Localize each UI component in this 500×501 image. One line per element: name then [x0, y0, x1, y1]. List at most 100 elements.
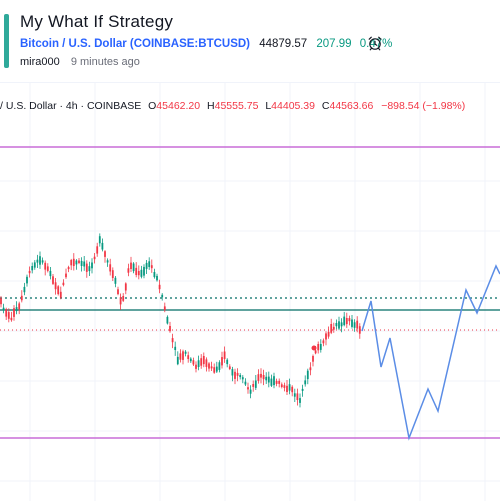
candle-body: [0, 298, 2, 305]
candle-body: [117, 289, 119, 295]
candle-body: [184, 351, 187, 354]
candle-body: [309, 367, 312, 371]
legend-symbol: / U.S. Dollar · 4h · COINBASE: [0, 100, 142, 112]
symbol-link[interactable]: Bitcoin / U.S. Dollar (COINBASE:BTCUSD): [20, 38, 251, 50]
candle-body: [148, 261, 151, 267]
candle-body: [265, 376, 268, 381]
candle-body: [189, 358, 192, 362]
alarm-clock-icon[interactable]: [367, 35, 383, 51]
chart-canvas[interactable]: [0, 83, 500, 501]
candle-body: [236, 372, 239, 376]
projection-path[interactable]: [361, 264, 500, 441]
candle-body: [96, 246, 99, 254]
price-chart[interactable]: [0, 82, 500, 501]
candle-body: [247, 387, 249, 390]
candle-body: [293, 393, 296, 397]
candle-body: [145, 262, 148, 269]
candle-body: [291, 386, 294, 393]
candle-body: [169, 326, 171, 332]
candle-body: [257, 374, 260, 381]
candle-body: [179, 353, 182, 360]
legend-close-label: C: [321, 100, 330, 112]
price-change: 207.99: [316, 38, 352, 50]
candle-body: [270, 378, 273, 386]
candle-body: [132, 263, 135, 272]
candle-body: [322, 340, 325, 344]
candle-body: [91, 262, 93, 269]
candle-body: [5, 309, 8, 317]
candle-body: [260, 373, 262, 378]
candle-body: [28, 270, 31, 274]
candle-body: [2, 307, 5, 311]
author-line: mira000 9 minutes ago: [20, 56, 140, 68]
candle-body: [23, 286, 26, 293]
candle-body: [239, 375, 242, 378]
candle-body: [150, 265, 153, 269]
candle-body: [343, 316, 346, 326]
candle-body: [213, 367, 216, 373]
candle-body: [13, 308, 15, 317]
candle-body: [52, 276, 54, 284]
candle-body: [192, 360, 195, 365]
legend-delta: −898.54 (−1.98%): [381, 100, 466, 112]
symbol-line: Bitcoin / U.S. Dollar (COINBASE:BTCUSD) …: [20, 38, 392, 50]
candle-body: [304, 380, 307, 385]
candle-body: [332, 326, 335, 330]
signal-marker: [311, 345, 317, 351]
candle-body: [15, 307, 18, 312]
candle-body: [231, 369, 234, 376]
candle-body: [46, 266, 49, 271]
ohlc-legend: / U.S. Dollar · 4h · COINBASE O45462.20 …: [0, 100, 465, 112]
price-change-percent: 0.47%: [359, 38, 393, 50]
candle-body: [356, 320, 359, 329]
candle-body: [335, 323, 338, 327]
candle-body: [254, 380, 257, 388]
candle-body: [26, 276, 28, 284]
legend-open-label: O: [148, 100, 157, 112]
candle-body: [171, 338, 174, 343]
candle-body: [156, 275, 158, 281]
candle-body: [33, 262, 36, 268]
candle-body: [127, 268, 130, 273]
candle-body: [182, 351, 184, 360]
candle-body: [49, 270, 52, 277]
candle-body: [202, 356, 205, 365]
candle-body: [286, 385, 288, 392]
candle-body: [101, 242, 104, 250]
candle-body: [140, 269, 143, 277]
candle-body: [234, 371, 236, 379]
last-price: 44879.57: [259, 38, 308, 50]
candle-body: [62, 282, 65, 286]
legend-open-value: 45462.20: [156, 100, 201, 112]
candle-body: [124, 283, 127, 291]
candle-body: [174, 346, 177, 350]
candle-body: [340, 322, 343, 327]
candle-body: [345, 318, 348, 325]
candle-body: [135, 267, 138, 275]
candle-body: [44, 262, 47, 270]
candle-body: [288, 384, 291, 391]
candle-body: [215, 366, 218, 372]
candle-body: [351, 319, 353, 327]
legend-low-value: 44405.39: [271, 100, 315, 112]
candle-body: [137, 271, 140, 276]
candle-body: [93, 256, 96, 260]
publish-time: 9 minutes ago: [70, 56, 140, 68]
candle-body: [299, 398, 301, 403]
candle-body: [104, 251, 106, 257]
candle-body: [252, 384, 255, 387]
candle-body: [70, 260, 73, 266]
candle-body: [83, 261, 86, 267]
candle-body: [41, 260, 44, 263]
candle-body: [78, 260, 80, 263]
author-name[interactable]: mira000: [20, 56, 60, 68]
candle-body: [223, 351, 226, 359]
idea-title: My What If Strategy: [20, 12, 174, 31]
candle-body: [319, 344, 322, 350]
candle-body: [218, 362, 221, 370]
candle-body: [39, 256, 41, 265]
candle-body: [312, 356, 314, 362]
candle-body: [283, 385, 286, 388]
legend-low-label: L: [265, 100, 272, 112]
candle-body: [109, 264, 112, 272]
